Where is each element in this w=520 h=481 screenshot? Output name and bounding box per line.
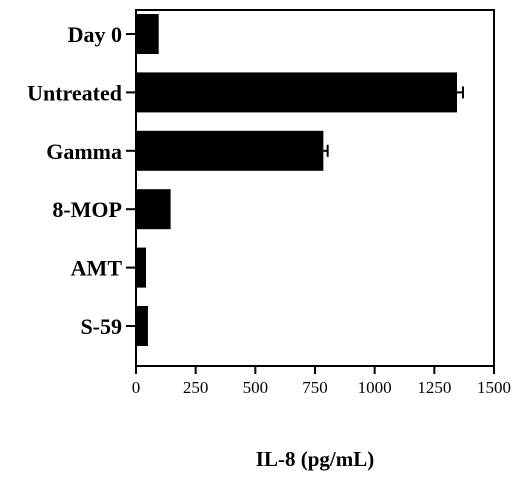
category-label: Untreated: [27, 80, 122, 105]
x-axis-ticks: 0 250 500 750 1000 1250 1500: [132, 366, 511, 397]
category-labels: Day 0 Untreated Gamma 8-MOP AMT S-59: [27, 22, 136, 339]
bar: [136, 72, 458, 113]
bar: [136, 130, 324, 171]
category-label: Day 0: [68, 22, 122, 47]
category-label: Gamma: [46, 139, 122, 164]
x-tick-label: 1000: [358, 378, 392, 397]
x-tick-label: 0: [132, 378, 141, 397]
x-tick-label: 250: [183, 378, 209, 397]
x-tick-label: 1250: [417, 378, 451, 397]
bars-layer: [136, 14, 464, 346]
plot-frame: [135, 9, 495, 367]
category-label: 8-MOP: [52, 197, 122, 222]
x-tick-label: 500: [243, 378, 269, 397]
bar: [136, 306, 148, 346]
bar: [136, 14, 159, 54]
x-axis-title: IL-8 (pg/mL): [256, 447, 374, 471]
category-label: AMT: [71, 256, 123, 281]
category-label: S-59: [80, 314, 122, 339]
bar: [136, 189, 171, 230]
x-tick-label: 1500: [477, 378, 511, 397]
bar: [136, 247, 147, 288]
x-tick-label: 750: [302, 378, 328, 397]
